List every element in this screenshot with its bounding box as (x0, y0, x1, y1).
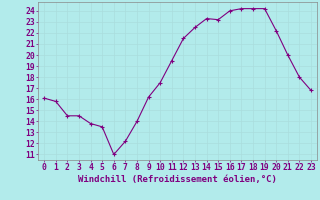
X-axis label: Windchill (Refroidissement éolien,°C): Windchill (Refroidissement éolien,°C) (78, 175, 277, 184)
